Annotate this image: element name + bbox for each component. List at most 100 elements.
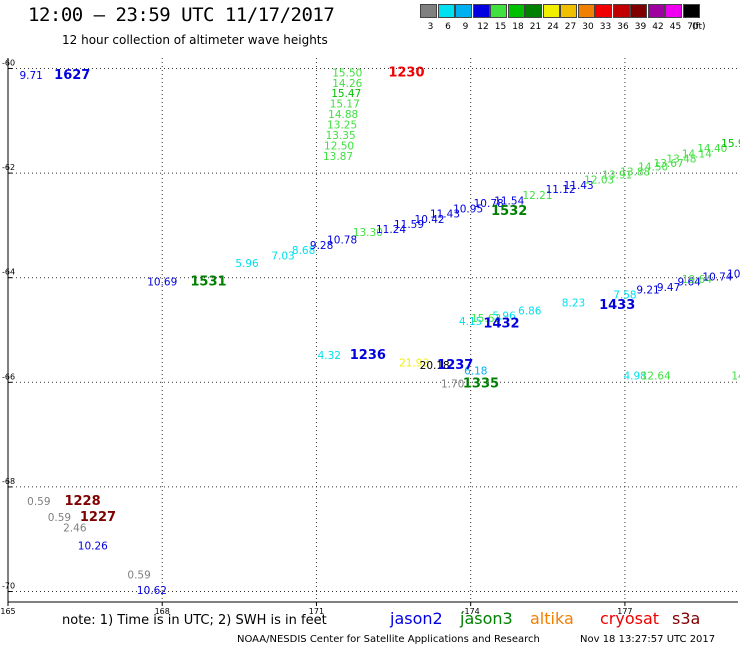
wave-height-point: 8.68 xyxy=(292,245,315,257)
wave-height-point: 20.18 xyxy=(420,360,450,372)
color-bin-label: 24 xyxy=(547,22,559,32)
wave-height-point: 15.9 xyxy=(721,138,740,150)
wave-height-point: 6.86 xyxy=(518,305,542,317)
satellite-legend-cryosat: cryosat xyxy=(600,609,660,628)
wave-height-point: 12.21 xyxy=(522,190,552,202)
satellite-legend-jason2: jason2 xyxy=(390,609,443,628)
wave-height-point: 15.63 xyxy=(471,313,501,325)
color-bin-label: 27 xyxy=(564,22,577,32)
wave-height-point: 9.21 xyxy=(636,284,659,296)
wave-height-point: 21.93 xyxy=(399,358,429,370)
wave-height-point: 14 xyxy=(731,371,740,383)
satellite-legend-s3a: s3a xyxy=(672,609,701,628)
wave-height-point: 14.50 xyxy=(638,161,668,173)
satellite-legend-jason3: jason3 xyxy=(460,609,513,628)
wave-height-point: 10.62 xyxy=(137,585,167,597)
wave-height-point: 4.32 xyxy=(318,350,341,362)
wave-height-point: 10.69 xyxy=(147,277,177,289)
pass-time-label: 1230 xyxy=(388,65,424,80)
wave-height-point: 11.59 xyxy=(394,219,424,231)
wave-height-point: 14.40 xyxy=(697,143,727,155)
y-tick-label: -66 xyxy=(2,372,15,381)
wave-height-point: 13.30 xyxy=(353,227,383,239)
wave-height-point: 6.18 xyxy=(464,365,487,377)
wave-height-point: 0.59 xyxy=(48,512,71,524)
wave-height-point: 9.64 xyxy=(677,277,701,289)
y-tick-label: -60 xyxy=(2,58,15,67)
wave-height-point: 10.74 xyxy=(702,271,732,283)
color-bin-label: 12 xyxy=(477,22,489,32)
chart-title: 12:00 – 23:59 UTC 11/17/2017 xyxy=(28,4,335,26)
pass-time-label: 1237 xyxy=(437,358,473,373)
x-tick-label: -174 xyxy=(462,607,480,616)
wave-height-point: 5.96 xyxy=(492,311,516,323)
wave-height-point: 14.26 xyxy=(332,78,362,90)
wave-height-point: 13.67 xyxy=(654,158,684,170)
wave-height-point: 9.47 xyxy=(657,282,680,294)
credit-text: NOAA/NESDIS Center for Satellite Applica… xyxy=(237,634,540,645)
color-bin-12 xyxy=(472,4,490,18)
color-bin-label: 18 xyxy=(512,22,524,32)
wave-height-point: 13.25 xyxy=(327,120,357,132)
wave-height-point: 13.35 xyxy=(326,130,356,142)
wave-height-point: 10. xyxy=(727,269,740,281)
color-bin-label: 36 xyxy=(617,22,629,32)
wave-height-point: 15.47 xyxy=(331,88,361,100)
color-bin-24 xyxy=(542,4,560,18)
color-bin-label: 30 xyxy=(582,22,594,32)
wave-height-point: 15.50 xyxy=(332,67,362,79)
wave-height-point: 19.64 xyxy=(682,274,712,286)
wave-height-point: 11.12 xyxy=(546,184,576,196)
pass-time-label: 1335 xyxy=(463,377,499,392)
wave-height-point: 13.91 xyxy=(602,169,632,181)
wave-height-point: 12.03 xyxy=(584,175,614,187)
y-tick-label: -62 xyxy=(2,163,15,172)
wave-height-point: 1.70 xyxy=(441,379,464,391)
color-bin-42 xyxy=(647,4,665,18)
wave-height-point: 13.88 xyxy=(620,167,650,179)
y-tick-label: -64 xyxy=(2,268,15,277)
x-tick-label: 171 xyxy=(309,607,324,616)
pass-time-label: 1532 xyxy=(491,204,527,219)
color-bin-21 xyxy=(525,4,542,18)
color-bin-30 xyxy=(577,4,595,18)
color-scale-unit: (ft) xyxy=(692,22,706,32)
wave-height-point: 12.64 xyxy=(641,371,671,383)
wave-height-point: 14.88 xyxy=(328,109,358,121)
color-bin-45 xyxy=(665,4,682,18)
wave-height-point: 11.24 xyxy=(376,224,406,236)
color-bin-39 xyxy=(630,4,647,18)
color-bin-9 xyxy=(455,4,472,18)
pass-time-label: 1236 xyxy=(350,348,386,363)
wave-height-point: 2.46 xyxy=(63,522,87,534)
wave-height-point: 11.43 xyxy=(564,180,594,192)
generation-timestamp: Nov 18 13:27:57 UTC 2017 xyxy=(580,634,716,645)
wave-height-point: 10.78 xyxy=(327,235,357,247)
x-tick-label: 168 xyxy=(155,607,170,616)
wave-height-point: 13.48 xyxy=(666,154,696,166)
color-bin-label: 45 xyxy=(669,22,682,32)
y-tick-label: -70 xyxy=(2,582,15,591)
wave-height-point: 11.54 xyxy=(494,195,524,207)
wave-height-point: 10.42 xyxy=(415,214,445,226)
color-bin-33 xyxy=(595,4,612,18)
wave-height-point: 11.43 xyxy=(430,209,460,221)
wave-height-point: 7.58 xyxy=(613,290,636,302)
color-bin-6 xyxy=(437,4,455,18)
wave-height-point: 9.28 xyxy=(310,240,333,252)
color-bin-18 xyxy=(507,4,525,18)
wave-height-point: 4.15 xyxy=(459,316,482,328)
wave-height-point: 4.98 xyxy=(623,371,646,383)
pass-time-label: 1627 xyxy=(54,68,90,83)
pass-time-label: 1432 xyxy=(483,316,519,331)
wave-height-point: 0.59 xyxy=(127,569,150,581)
chart-subtitle: 12 hour collection of altimeter wave hei… xyxy=(62,33,328,47)
wave-height-point: 7.03 xyxy=(271,250,294,262)
wave-height-point: 15.17 xyxy=(330,99,360,111)
color-bin-label: 33 xyxy=(599,22,612,32)
wave-height-point: 5.96 xyxy=(235,258,259,270)
color-bin-label: 15 xyxy=(494,22,507,32)
color-bin-label: 3 xyxy=(427,22,434,32)
color-bin-70 xyxy=(682,4,700,18)
